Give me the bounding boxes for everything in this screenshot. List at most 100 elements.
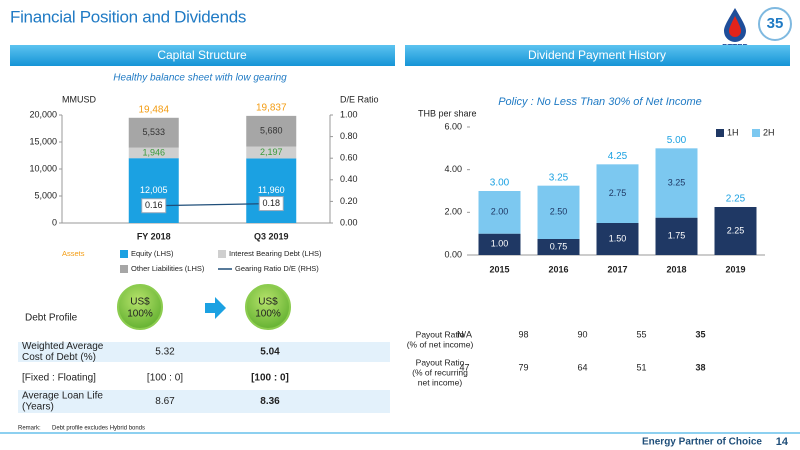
table-cell: 98 — [518, 329, 528, 339]
currency-share: 100% — [127, 309, 153, 320]
remark-label: Remark: — [18, 426, 41, 432]
y2-tick-label: 0.20 — [340, 196, 358, 206]
y-tick-label: 5,000 — [34, 190, 57, 200]
total-label: 2.25 — [726, 194, 746, 205]
total-label: 5.00 — [667, 135, 687, 146]
legend-swatch — [218, 250, 226, 258]
x-tick-label: 2017 — [607, 264, 627, 274]
legend-label: Gearing Ratio D/E (RHS) — [235, 264, 319, 273]
y-tick-label: 2.00 — [444, 207, 462, 217]
y-tick-label: 0 — [52, 217, 57, 227]
data-label: 0.16 — [145, 200, 163, 210]
data-label: 11,960 — [258, 185, 285, 195]
data-label: 1.50 — [609, 233, 627, 243]
currency-badge — [245, 284, 291, 330]
logo-flame — [729, 16, 741, 37]
y2-tick-label: 1.00 — [340, 109, 358, 119]
legend-label: 1H — [727, 127, 739, 137]
y2-tick-label: 0.00 — [340, 217, 358, 227]
legend-swatch — [716, 129, 724, 137]
x-tick-label: 2016 — [548, 264, 568, 274]
table-cell: 55 — [636, 329, 646, 339]
remark-text: Debt profile excludes Hybrid bonds — [52, 426, 145, 432]
data-label: 5,533 — [142, 127, 165, 137]
label-box — [141, 198, 167, 214]
bar-segment — [537, 239, 580, 255]
table-row-bg — [18, 342, 390, 362]
footer-tagline: Energy Partner of Choice — [642, 437, 762, 448]
y-tick-label: 4.00 — [444, 164, 462, 174]
line-series — [153, 202, 272, 207]
row-label: Payout Ratio — [416, 329, 465, 339]
total-label: 3.00 — [490, 178, 510, 189]
arrow — [205, 297, 226, 319]
logo-badge: 35 — [767, 15, 784, 32]
table-row-bg — [18, 390, 390, 413]
table-cell: [100 : 0] — [147, 373, 183, 384]
x-tick-label: 2019 — [725, 264, 745, 274]
x-tick-label: Q3 2019 — [254, 231, 289, 241]
legend-swatch — [752, 129, 760, 137]
bar-segment — [246, 158, 297, 223]
y-tick-label: 10,000 — [29, 163, 57, 173]
table-cell: 5.04 — [260, 347, 280, 358]
bar-segment — [128, 117, 179, 148]
bar-segment — [478, 233, 521, 255]
table-cell: 38 — [695, 362, 705, 372]
y-tick-label: 6.00 — [444, 121, 462, 131]
bar-segment — [128, 147, 179, 159]
data-label: 2.75 — [609, 188, 627, 198]
total-label: 19,484 — [138, 104, 169, 115]
table-cell: 51 — [636, 362, 646, 372]
y2-tick-label: 0.60 — [340, 153, 358, 163]
data-label: 2,197 — [260, 147, 283, 157]
data-label: 12,005 — [140, 185, 168, 195]
bar-segment — [537, 185, 580, 239]
data-label: 0.18 — [262, 198, 280, 208]
legend-label: 2H — [763, 127, 775, 137]
x-tick-label: 2015 — [489, 264, 509, 274]
y-tick-label: 15,000 — [29, 136, 57, 146]
row-label: (% of net income) — [407, 339, 474, 349]
legend-label: Equity (LHS) — [131, 249, 174, 258]
row-label: Payout Ratio — [416, 357, 465, 367]
section-header-bar — [10, 45, 395, 66]
y-tick-label: 0.00 — [444, 249, 462, 259]
row-label: Cost of Debt (%) — [22, 352, 96, 363]
table-cell: 90 — [577, 329, 587, 339]
data-label: 3.25 — [668, 177, 686, 187]
data-label: 1.75 — [668, 231, 686, 241]
y-axis-title: THB per share — [418, 108, 477, 118]
currency-label: US$ — [258, 297, 278, 308]
row-label: [Fixed : Floating] — [22, 373, 96, 384]
bar-segment — [246, 115, 297, 147]
logo-badge-ring — [758, 7, 792, 41]
x-tick-label: FY 2018 — [137, 231, 171, 241]
table-cell: 47 — [459, 362, 469, 372]
legend-label: Assets — [62, 249, 85, 258]
data-label: 2.50 — [550, 207, 568, 217]
data-label: 5,680 — [260, 126, 283, 136]
data-label: 1,946 — [142, 147, 165, 157]
bar-segment — [655, 148, 698, 218]
bar-segment — [596, 164, 639, 223]
y2-tick-label: 0.80 — [340, 131, 358, 141]
row-label: Average Loan Life — [22, 391, 103, 402]
y2-axis-title: D/E Ratio — [340, 94, 379, 104]
section-heading: Capital Structure — [157, 48, 247, 62]
bar-segment — [596, 223, 639, 255]
bar-segment — [655, 217, 698, 255]
currency-share: 100% — [255, 309, 281, 320]
bar-segment — [478, 191, 521, 234]
y-axis-title: MMUSD — [62, 94, 96, 104]
data-label: 2.00 — [491, 207, 509, 217]
slide-title: Financial Position and Dividends — [10, 7, 246, 26]
section-subtitle: Healthy balance sheet with low gearing — [113, 73, 287, 84]
row-label: Weighted Average — [22, 341, 104, 352]
bar-segment — [714, 207, 757, 255]
table-cell: 35 — [695, 329, 705, 339]
x-tick-label: 2018 — [666, 264, 686, 274]
table-cell: N/A — [457, 329, 472, 339]
label-box — [258, 196, 284, 212]
data-label: 1.00 — [491, 239, 509, 249]
